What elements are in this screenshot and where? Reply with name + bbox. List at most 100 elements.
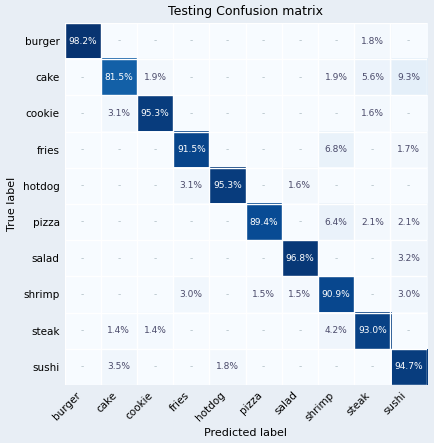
Text: 95.3%: 95.3% <box>213 181 242 190</box>
Text: -: - <box>335 36 338 46</box>
Text: -: - <box>190 326 193 335</box>
Text: -: - <box>117 181 121 190</box>
Text: -: - <box>298 73 302 82</box>
Text: -: - <box>407 181 410 190</box>
Text: -: - <box>190 254 193 263</box>
Text: -: - <box>371 181 374 190</box>
Text: -: - <box>262 362 265 371</box>
Text: -: - <box>262 109 265 118</box>
Text: -: - <box>262 73 265 82</box>
Text: -: - <box>154 218 157 226</box>
Text: -: - <box>190 36 193 46</box>
Text: -: - <box>81 181 84 190</box>
Text: 1.8%: 1.8% <box>361 36 384 46</box>
Text: -: - <box>298 145 302 154</box>
Text: -: - <box>407 326 410 335</box>
Text: -: - <box>154 254 157 263</box>
Text: -: - <box>371 290 374 299</box>
Text: -: - <box>154 362 157 371</box>
Text: -: - <box>298 109 302 118</box>
Text: -: - <box>226 290 229 299</box>
Text: 2.1%: 2.1% <box>361 218 384 226</box>
Text: -: - <box>81 109 84 118</box>
Text: -: - <box>190 218 193 226</box>
Text: -: - <box>262 36 265 46</box>
Text: -: - <box>298 36 302 46</box>
Text: 3.1%: 3.1% <box>180 181 203 190</box>
Text: 4.2%: 4.2% <box>325 326 348 335</box>
Text: 1.4%: 1.4% <box>108 326 130 335</box>
Text: -: - <box>117 218 121 226</box>
X-axis label: Predicted label: Predicted label <box>204 428 287 439</box>
Text: 1.6%: 1.6% <box>288 181 311 190</box>
Text: 1.8%: 1.8% <box>216 362 239 371</box>
Text: 3.1%: 3.1% <box>107 109 130 118</box>
Text: 1.4%: 1.4% <box>144 326 167 335</box>
Text: -: - <box>190 362 193 371</box>
Title: Testing Confusion matrix: Testing Confusion matrix <box>168 4 323 18</box>
Text: -: - <box>226 254 229 263</box>
Text: 1.7%: 1.7% <box>397 145 420 154</box>
Text: 1.9%: 1.9% <box>144 73 167 82</box>
Text: -: - <box>407 109 410 118</box>
Text: -: - <box>154 36 157 46</box>
Text: 1.5%: 1.5% <box>288 290 311 299</box>
Text: 3.0%: 3.0% <box>180 290 203 299</box>
Text: -: - <box>298 326 302 335</box>
Text: -: - <box>262 326 265 335</box>
Y-axis label: True label: True label <box>7 177 17 231</box>
Text: 81.5%: 81.5% <box>105 73 133 82</box>
Text: -: - <box>117 290 121 299</box>
Text: -: - <box>226 73 229 82</box>
Text: -: - <box>226 218 229 226</box>
Text: -: - <box>226 326 229 335</box>
Text: -: - <box>371 254 374 263</box>
Text: 6.8%: 6.8% <box>325 145 348 154</box>
Text: -: - <box>262 254 265 263</box>
Text: 9.3%: 9.3% <box>397 73 420 82</box>
Text: 1.5%: 1.5% <box>252 290 275 299</box>
Text: -: - <box>81 254 84 263</box>
Text: -: - <box>335 362 338 371</box>
Text: 90.9%: 90.9% <box>322 290 351 299</box>
Text: 91.5%: 91.5% <box>177 145 206 154</box>
Text: -: - <box>371 362 374 371</box>
Text: 94.7%: 94.7% <box>394 362 423 371</box>
Text: -: - <box>190 73 193 82</box>
Text: -: - <box>81 326 84 335</box>
Text: -: - <box>154 145 157 154</box>
Text: 3.0%: 3.0% <box>397 290 420 299</box>
Text: 5.6%: 5.6% <box>361 73 384 82</box>
Text: 6.4%: 6.4% <box>325 218 348 226</box>
Text: -: - <box>81 73 84 82</box>
Text: -: - <box>407 36 410 46</box>
Text: 1.9%: 1.9% <box>325 73 348 82</box>
Text: 3.5%: 3.5% <box>107 362 130 371</box>
Text: 96.8%: 96.8% <box>286 254 314 263</box>
Text: -: - <box>81 362 84 371</box>
Text: -: - <box>154 290 157 299</box>
Text: -: - <box>298 218 302 226</box>
Text: -: - <box>117 145 121 154</box>
Text: 2.1%: 2.1% <box>397 218 420 226</box>
Text: -: - <box>226 36 229 46</box>
Text: -: - <box>226 109 229 118</box>
Text: -: - <box>81 218 84 226</box>
Text: 95.3%: 95.3% <box>141 109 169 118</box>
Text: 1.6%: 1.6% <box>361 109 384 118</box>
Text: -: - <box>371 145 374 154</box>
Text: 89.4%: 89.4% <box>250 218 278 226</box>
Text: 3.2%: 3.2% <box>397 254 420 263</box>
Text: -: - <box>335 109 338 118</box>
Text: -: - <box>298 362 302 371</box>
Text: -: - <box>81 290 84 299</box>
Text: -: - <box>117 36 121 46</box>
Text: 98.2%: 98.2% <box>68 36 97 46</box>
Text: -: - <box>190 109 193 118</box>
Text: -: - <box>226 145 229 154</box>
Text: -: - <box>335 254 338 263</box>
Text: -: - <box>117 254 121 263</box>
Text: -: - <box>262 145 265 154</box>
Text: -: - <box>81 145 84 154</box>
Text: -: - <box>262 181 265 190</box>
